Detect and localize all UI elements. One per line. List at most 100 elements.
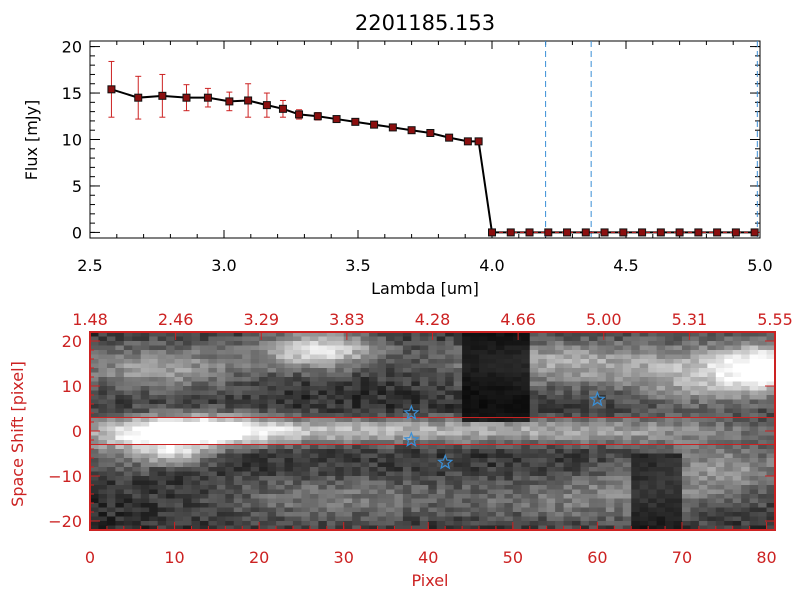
image-pixel xyxy=(758,431,768,437)
image-pixel xyxy=(199,426,209,432)
image-pixel xyxy=(267,386,277,392)
image-pixel xyxy=(216,417,226,423)
image-pixel xyxy=(191,386,201,392)
image-pixel xyxy=(360,498,370,504)
image-pixel xyxy=(225,381,235,387)
image-pixel xyxy=(411,350,421,356)
image-pixel xyxy=(631,359,641,365)
image-pixel xyxy=(216,458,226,464)
image-pixel xyxy=(208,431,218,437)
image-pixel xyxy=(605,480,615,486)
image-pixel xyxy=(123,467,133,473)
image-pixel xyxy=(588,408,599,414)
image-pixel xyxy=(225,413,235,419)
image-pixel xyxy=(766,381,776,387)
image-pixel xyxy=(665,372,675,378)
image-pixel xyxy=(470,467,480,473)
image-pixel xyxy=(555,525,565,531)
image-pixel xyxy=(648,336,658,342)
image-pixel xyxy=(233,404,243,410)
image-pixel xyxy=(462,345,472,351)
image-pixel xyxy=(639,476,649,482)
image-pixel xyxy=(555,476,565,482)
image-pixel xyxy=(132,390,142,396)
image-pixel xyxy=(267,435,277,441)
image-pixel xyxy=(318,381,328,387)
image-pixel xyxy=(419,471,429,477)
image-pixel xyxy=(479,521,489,527)
image-pixel xyxy=(267,368,277,374)
image-pixel xyxy=(724,386,734,392)
image-pixel xyxy=(174,381,184,387)
image-pixel xyxy=(360,399,370,405)
image-pixel xyxy=(394,341,404,347)
image-pixel xyxy=(292,471,303,477)
image-pixel xyxy=(191,507,201,513)
image-pixel xyxy=(233,503,243,509)
image-pixel xyxy=(284,467,294,473)
image-pixel xyxy=(648,521,658,527)
image-pixel xyxy=(445,467,455,473)
image-pixel xyxy=(132,494,142,500)
image-pixel xyxy=(343,521,353,527)
image-pixel xyxy=(402,390,412,396)
image-pixel xyxy=(749,512,759,518)
image-pixel xyxy=(521,467,531,473)
image-pixel xyxy=(622,431,632,437)
image-pixel xyxy=(504,413,514,419)
image-pixel xyxy=(428,404,438,410)
image-pixel xyxy=(741,332,751,338)
image-pixel xyxy=(250,444,260,450)
image-pixel xyxy=(724,453,734,459)
image-pixel xyxy=(479,332,489,338)
image-pixel xyxy=(732,507,742,513)
image-pixel xyxy=(140,390,150,396)
zero-point xyxy=(694,228,703,237)
image-pixel xyxy=(411,503,421,509)
image-pixel xyxy=(521,413,531,419)
image-pixel xyxy=(149,440,159,446)
image-pixel xyxy=(284,480,294,486)
image-pixel xyxy=(597,512,607,518)
image-pixel xyxy=(140,521,150,527)
image-pixel xyxy=(132,453,142,459)
image-pixel xyxy=(90,341,100,347)
image-pixel xyxy=(259,494,269,500)
image-pixel xyxy=(665,485,675,491)
image-pixel xyxy=(648,435,658,441)
image-pixel xyxy=(673,467,683,473)
image-pixel xyxy=(216,404,226,410)
image-pixel xyxy=(90,368,100,374)
image-pixel xyxy=(462,404,472,410)
image-pixel xyxy=(555,332,565,338)
image-pixel xyxy=(580,408,590,414)
image-pixel xyxy=(597,431,607,437)
image-pixel xyxy=(259,521,269,527)
image-pixel xyxy=(106,503,116,509)
image-pixel xyxy=(115,512,125,518)
image-pixel xyxy=(470,426,480,432)
image-pixel xyxy=(656,453,666,459)
image-pixel xyxy=(470,440,480,446)
image-pixel xyxy=(470,471,480,477)
image-pixel xyxy=(166,341,176,347)
image-pixel xyxy=(123,363,133,369)
image-pixel xyxy=(157,503,167,509)
image-pixel xyxy=(462,444,472,450)
image-pixel xyxy=(267,449,277,455)
image-pixel xyxy=(758,462,768,468)
image-pixel xyxy=(495,516,505,522)
image-pixel xyxy=(149,512,159,518)
image-pixel xyxy=(538,399,548,405)
image-pixel xyxy=(166,476,176,482)
image-pixel xyxy=(419,426,429,432)
image-pixel xyxy=(639,525,649,531)
image-pixel xyxy=(479,368,489,374)
image-pixel xyxy=(166,399,176,405)
image-pixel xyxy=(453,408,463,414)
image-pixel xyxy=(758,512,768,518)
image-pixel xyxy=(724,467,734,473)
image-pixel xyxy=(546,354,556,360)
image-pixel xyxy=(98,462,108,468)
image-pixel xyxy=(166,386,176,392)
